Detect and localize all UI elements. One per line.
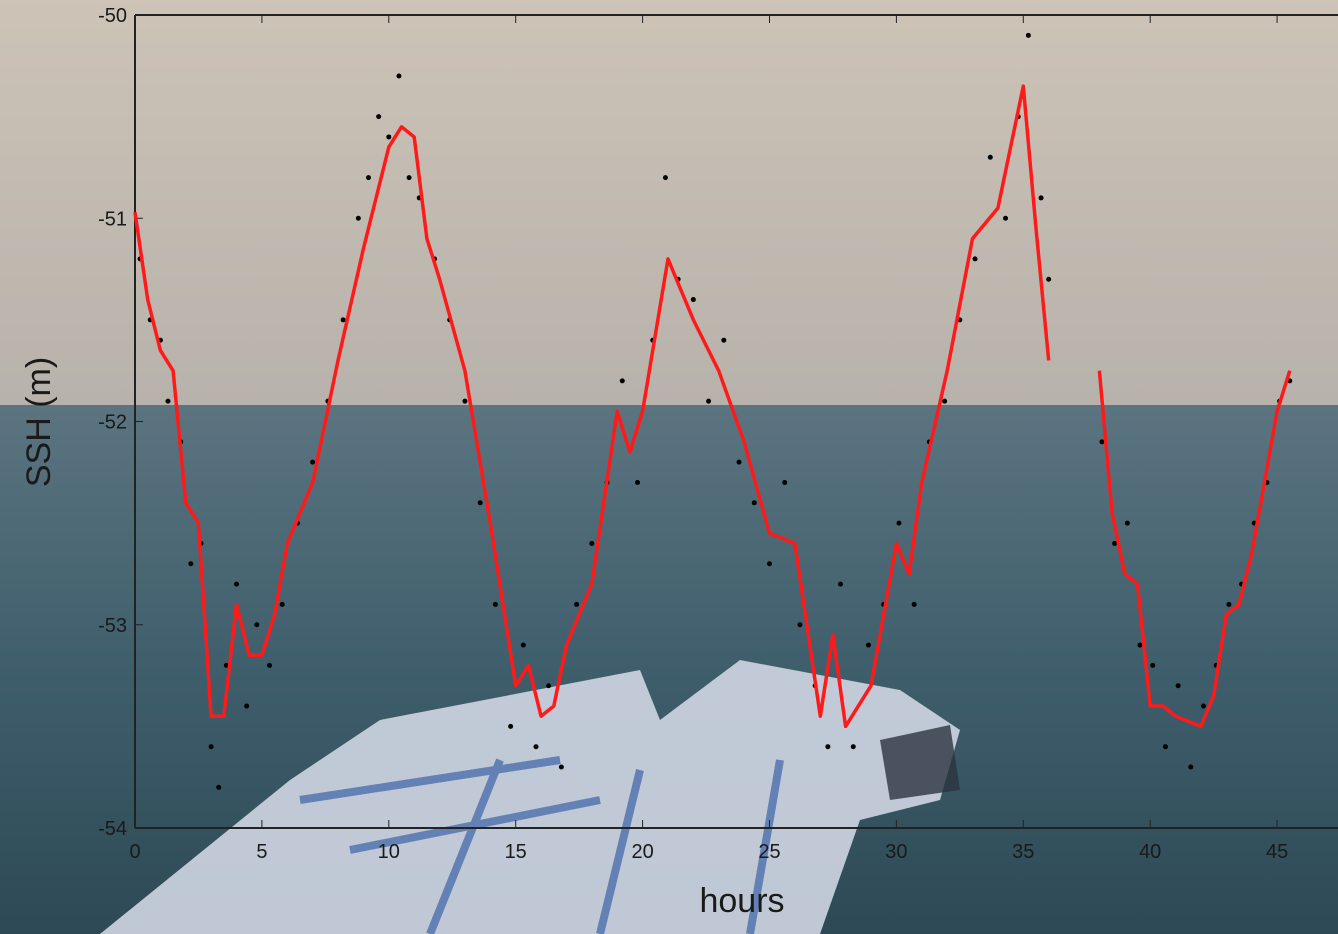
data-point bbox=[589, 540, 595, 546]
x-tick-label: 5 bbox=[256, 841, 267, 863]
data-point bbox=[234, 581, 240, 587]
data-point bbox=[1099, 439, 1105, 445]
data-point bbox=[1124, 520, 1130, 526]
x-axis-label: hours bbox=[699, 882, 784, 920]
data-point bbox=[310, 459, 316, 465]
data-point bbox=[736, 459, 742, 465]
data-point bbox=[492, 601, 498, 607]
data-point bbox=[766, 561, 772, 567]
data-point bbox=[619, 378, 625, 384]
data-point bbox=[942, 398, 948, 404]
x-tick-label: 20 bbox=[631, 841, 653, 863]
data-point bbox=[223, 662, 229, 668]
data-point bbox=[1003, 215, 1009, 221]
data-point bbox=[165, 398, 171, 404]
data-point bbox=[396, 73, 402, 79]
data-point bbox=[376, 114, 382, 120]
data-point bbox=[533, 744, 539, 750]
data-point bbox=[797, 622, 803, 628]
data-line bbox=[133, 84, 1292, 729]
data-point bbox=[279, 601, 285, 607]
y-tick-label: -53 bbox=[98, 615, 127, 637]
data-point bbox=[1226, 601, 1232, 607]
data-point bbox=[1038, 195, 1044, 201]
y-tick-label: -51 bbox=[98, 208, 127, 230]
data-point bbox=[1046, 276, 1052, 282]
data-point bbox=[508, 723, 514, 729]
x-tick-label: 30 bbox=[885, 841, 907, 863]
x-tick-label: 35 bbox=[1012, 841, 1034, 863]
data-point bbox=[208, 744, 214, 750]
data-point bbox=[782, 479, 788, 485]
data-point bbox=[462, 398, 468, 404]
data-point bbox=[825, 744, 831, 750]
data-point bbox=[406, 175, 412, 181]
x-tick-label: 45 bbox=[1266, 841, 1288, 863]
data-point bbox=[721, 337, 727, 343]
boat-straps bbox=[299, 756, 784, 934]
data-point bbox=[477, 500, 483, 506]
boat-engine bbox=[880, 725, 960, 800]
data-point bbox=[1150, 662, 1156, 668]
data-point bbox=[546, 683, 552, 689]
data-point bbox=[838, 581, 844, 587]
x-tick-label: 10 bbox=[378, 841, 400, 863]
data-point bbox=[520, 642, 526, 648]
data-point bbox=[188, 561, 194, 567]
data-point bbox=[386, 134, 392, 140]
data-point bbox=[1112, 540, 1118, 546]
data-point bbox=[1200, 703, 1206, 709]
data-point bbox=[751, 500, 757, 506]
data-point bbox=[987, 154, 993, 160]
y-tick-label: -52 bbox=[98, 412, 127, 434]
data-point bbox=[972, 256, 978, 262]
data-point bbox=[355, 215, 361, 221]
y-tick-label: -54 bbox=[98, 818, 127, 840]
data-point bbox=[865, 642, 871, 648]
x-tick-label: 40 bbox=[1139, 841, 1161, 863]
data-point bbox=[911, 601, 917, 607]
data-point bbox=[558, 764, 564, 770]
data-point bbox=[1175, 683, 1181, 689]
data-point bbox=[267, 662, 273, 668]
data-point bbox=[365, 175, 371, 181]
data-point bbox=[706, 398, 712, 404]
x-tick-label: 0 bbox=[129, 841, 140, 863]
data-point bbox=[574, 601, 580, 607]
data-point bbox=[244, 703, 250, 709]
data-point bbox=[340, 317, 346, 323]
sky bbox=[0, 0, 1338, 405]
data-point bbox=[850, 744, 856, 750]
data-point bbox=[216, 784, 222, 790]
data-point bbox=[1162, 744, 1168, 750]
y-axis-label: SSH (m) bbox=[20, 357, 58, 487]
data-point bbox=[1025, 32, 1031, 38]
data-point bbox=[662, 175, 668, 181]
data-point bbox=[1137, 642, 1143, 648]
y-tick-label: -50 bbox=[98, 5, 127, 27]
data-point bbox=[635, 479, 641, 485]
data-point bbox=[896, 520, 902, 526]
data-point bbox=[254, 622, 260, 628]
boat bbox=[100, 660, 960, 934]
x-tick-label: 25 bbox=[758, 841, 780, 863]
data-point bbox=[690, 297, 696, 303]
x-tick-label: 15 bbox=[505, 841, 527, 863]
data-point bbox=[1188, 764, 1194, 770]
